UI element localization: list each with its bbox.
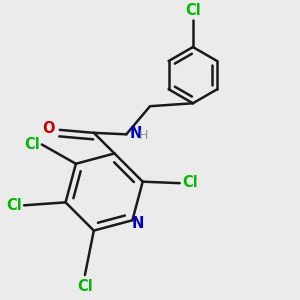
Text: Cl: Cl: [182, 175, 198, 190]
Text: Cl: Cl: [185, 3, 201, 18]
Text: Cl: Cl: [6, 198, 22, 213]
Text: N: N: [129, 126, 142, 141]
Text: Cl: Cl: [24, 137, 40, 152]
Text: O: O: [42, 121, 54, 136]
Text: H: H: [139, 129, 148, 142]
Text: Cl: Cl: [77, 278, 93, 293]
Text: N: N: [131, 216, 144, 231]
